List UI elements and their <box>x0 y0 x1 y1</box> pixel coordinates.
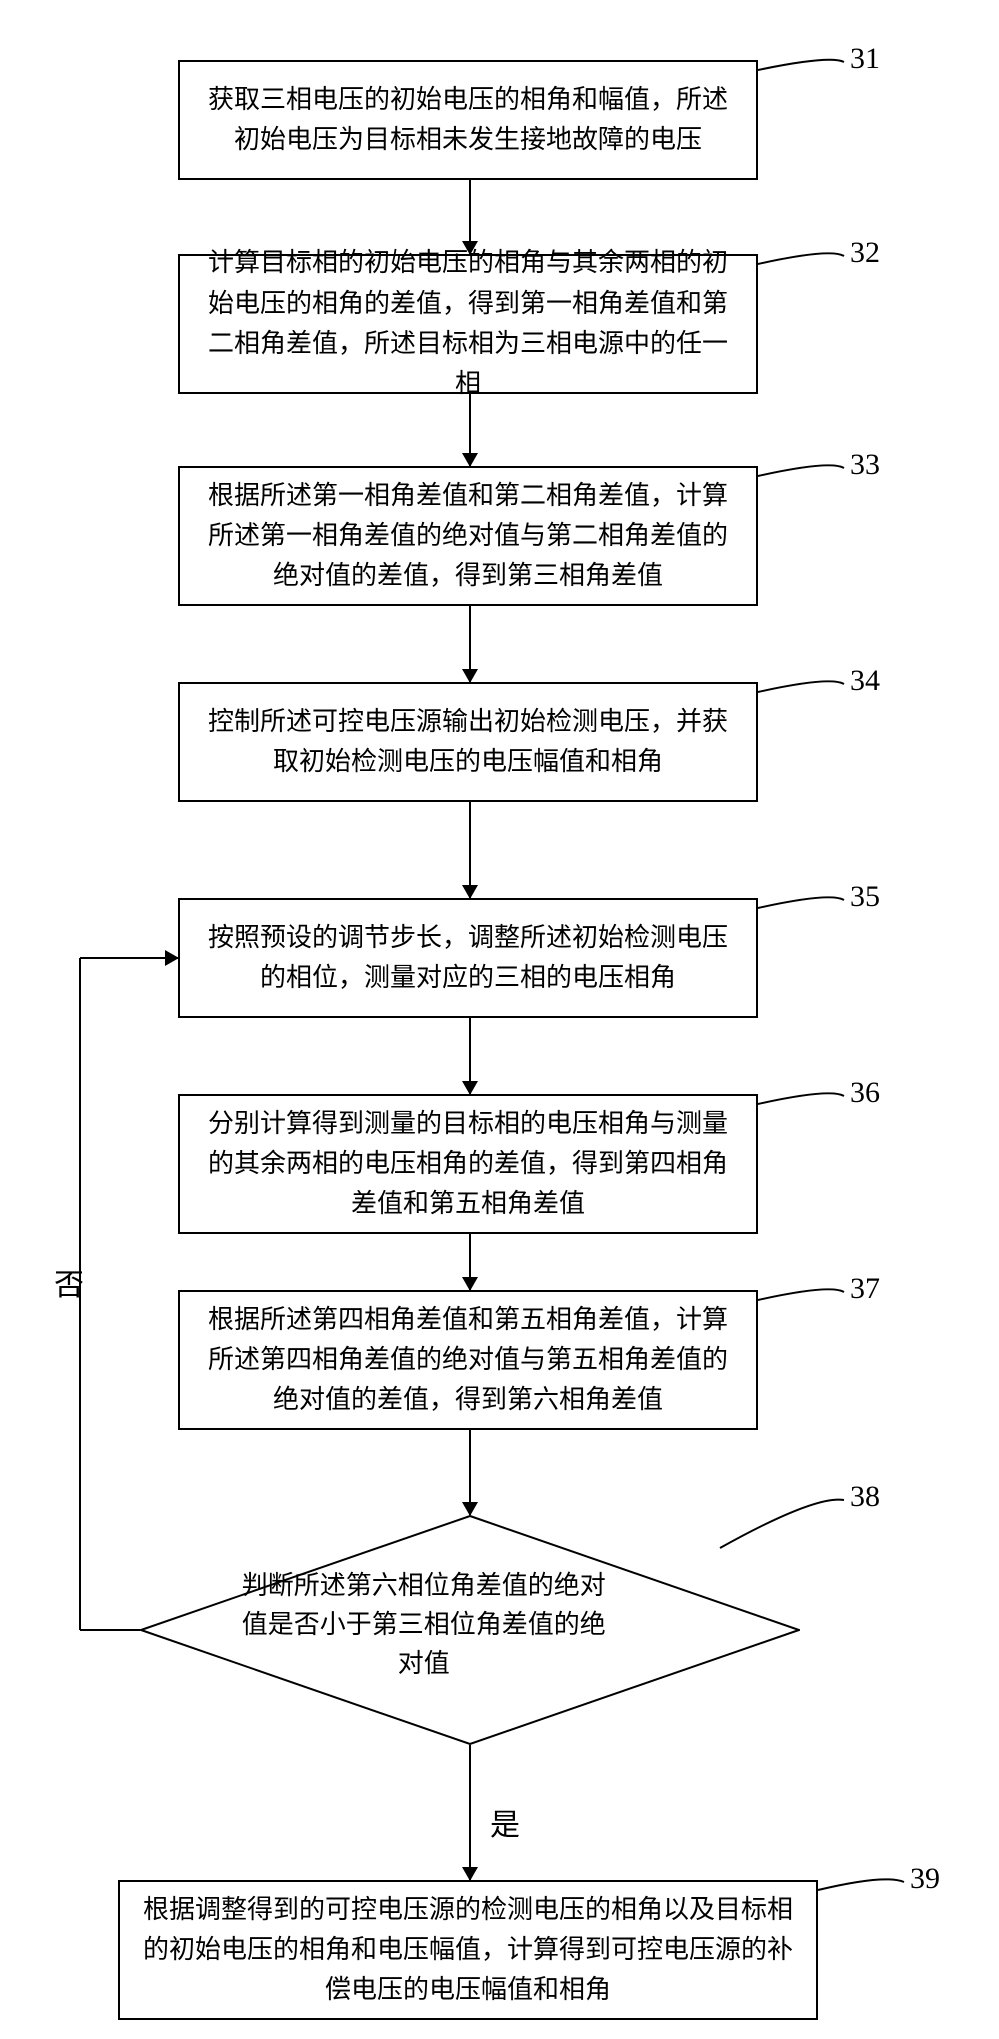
arrow-down-0 <box>469 180 471 254</box>
decision-text: 判断所述第六相位角差值的绝对值是否小于第三相位角差值的绝对值 <box>232 1555 615 1693</box>
arrow-down-3 <box>469 802 471 898</box>
no-loop-hline-bottom <box>80 1629 140 1631</box>
box-text: 按照预设的调节步长，调整所述初始检测电压的相位，测量对应的三相的电压相角 <box>198 918 738 999</box>
no-loop-arrow-into <box>80 957 178 959</box>
box-text: 控制所述可控电压源输出初始检测电压，并获取初始检测电压的电压幅值和相角 <box>198 702 738 783</box>
arrow-down-5 <box>469 1234 471 1290</box>
process-box-39: 根据调整得到的可控电压源的检测电压的相角以及目标相的初始电压的相角和电压幅值，计… <box>118 1880 818 2020</box>
box-text: 根据调整得到的可控电压源的检测电压的相角以及目标相的初始电压的相角和电压幅值，计… <box>138 1890 798 2011</box>
arrow-down-6 <box>469 1430 471 1515</box>
ref-number-37: 37 <box>850 1272 880 1306</box>
decision-diamond-38: 判断所述第六相位角差值的绝对值是否小于第三相位角差值的绝对值 <box>140 1515 800 1745</box>
box-text: 根据所述第四相角差值和第五相角差值，计算所述第四相角差值的绝对值与第五相角差值的… <box>198 1300 738 1421</box>
ref-number-34: 34 <box>850 664 880 698</box>
process-box-31: 获取三相电压的初始电压的相角和幅值，所述初始电压为目标相未发生接地故障的电压 <box>178 60 758 180</box>
label-yes: 是 <box>490 1800 520 1844</box>
arrow-down-7 <box>469 1745 471 1880</box>
process-box-32: 计算目标相的初始电压的相角与其余两相的初始电压的相角的差值，得到第一相角差值和第… <box>178 254 758 394</box>
process-box-34: 控制所述可控电压源输出初始检测电压，并获取初始检测电压的电压幅值和相角 <box>178 682 758 802</box>
process-box-36: 分别计算得到测量的目标相的电压相角与测量的其余两相的电压相角的差值，得到第四相角… <box>178 1094 758 1234</box>
box-text: 获取三相电压的初始电压的相角和幅值，所述初始电压为目标相未发生接地故障的电压 <box>198 80 738 161</box>
flowchart-root: 获取三相电压的初始电压的相角和幅值，所述初始电压为目标相未发生接地故障的电压 31… <box>0 0 999 2039</box>
box-text: 分别计算得到测量的目标相的电压相角与测量的其余两相的电压相角的差值，得到第四相角… <box>198 1104 738 1225</box>
box-text: 计算目标相的初始电压的相角与其余两相的初始电压的相角的差值，得到第一相角差值和第… <box>198 243 738 404</box>
arrow-down-2 <box>469 606 471 682</box>
ref-number-36: 36 <box>850 1076 880 1110</box>
process-box-33: 根据所述第一相角差值和第二相角差值，计算所述第一相角差值的绝对值与第二相角差值的… <box>178 466 758 606</box>
label-no: 否 <box>54 1260 84 1304</box>
process-box-35: 按照预设的调节步长，调整所述初始检测电压的相位，测量对应的三相的电压相角 <box>178 898 758 1018</box>
ref-number-32: 32 <box>850 236 880 270</box>
arrow-down-4 <box>469 1018 471 1094</box>
ref-number-33: 33 <box>850 448 880 482</box>
box-text: 根据所述第一相角差值和第二相角差值，计算所述第一相角差值的绝对值与第二相角差值的… <box>198 476 738 597</box>
process-box-37: 根据所述第四相角差值和第五相角差值，计算所述第四相角差值的绝对值与第五相角差值的… <box>178 1290 758 1430</box>
ref-number-39: 39 <box>910 1862 940 1896</box>
arrow-down-1 <box>469 394 471 466</box>
ref-number-38: 38 <box>850 1480 880 1514</box>
ref-number-31: 31 <box>850 42 880 76</box>
ref-number-35: 35 <box>850 880 880 914</box>
